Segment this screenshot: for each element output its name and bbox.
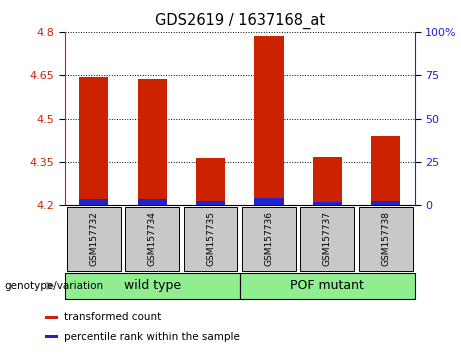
Text: GSM157734: GSM157734 (148, 211, 157, 267)
Bar (65, 273, 240, 299)
Text: GSM157738: GSM157738 (381, 211, 390, 267)
Text: wild type: wild type (124, 279, 181, 292)
Bar (183, 207, 237, 271)
Bar (137, 199, 167, 205)
Bar (371, 136, 400, 205)
Bar (45, 316, 58, 319)
Bar (313, 157, 342, 205)
Bar (254, 36, 284, 205)
Bar (254, 198, 284, 205)
Text: POF mutant: POF mutant (290, 279, 364, 292)
Bar (45, 335, 58, 338)
Bar (196, 201, 225, 205)
Bar (313, 201, 342, 205)
Bar (125, 207, 179, 271)
Text: transformed count: transformed count (64, 312, 161, 322)
Text: genotype/variation: genotype/variation (5, 281, 104, 291)
Text: GSM157737: GSM157737 (323, 211, 332, 267)
Bar (79, 199, 108, 205)
Bar (137, 79, 167, 205)
Bar (240, 273, 415, 299)
Bar (196, 159, 225, 205)
Text: GSM157732: GSM157732 (89, 211, 98, 267)
Bar (79, 77, 108, 205)
Text: percentile rank within the sample: percentile rank within the sample (64, 332, 240, 342)
Title: GDS2619 / 1637168_at: GDS2619 / 1637168_at (154, 13, 325, 29)
Bar (242, 207, 296, 271)
Bar (371, 201, 400, 205)
Bar (67, 207, 121, 271)
Bar (359, 207, 413, 271)
Bar (301, 207, 354, 271)
Text: GSM157735: GSM157735 (206, 211, 215, 267)
Text: GSM157736: GSM157736 (265, 211, 273, 267)
